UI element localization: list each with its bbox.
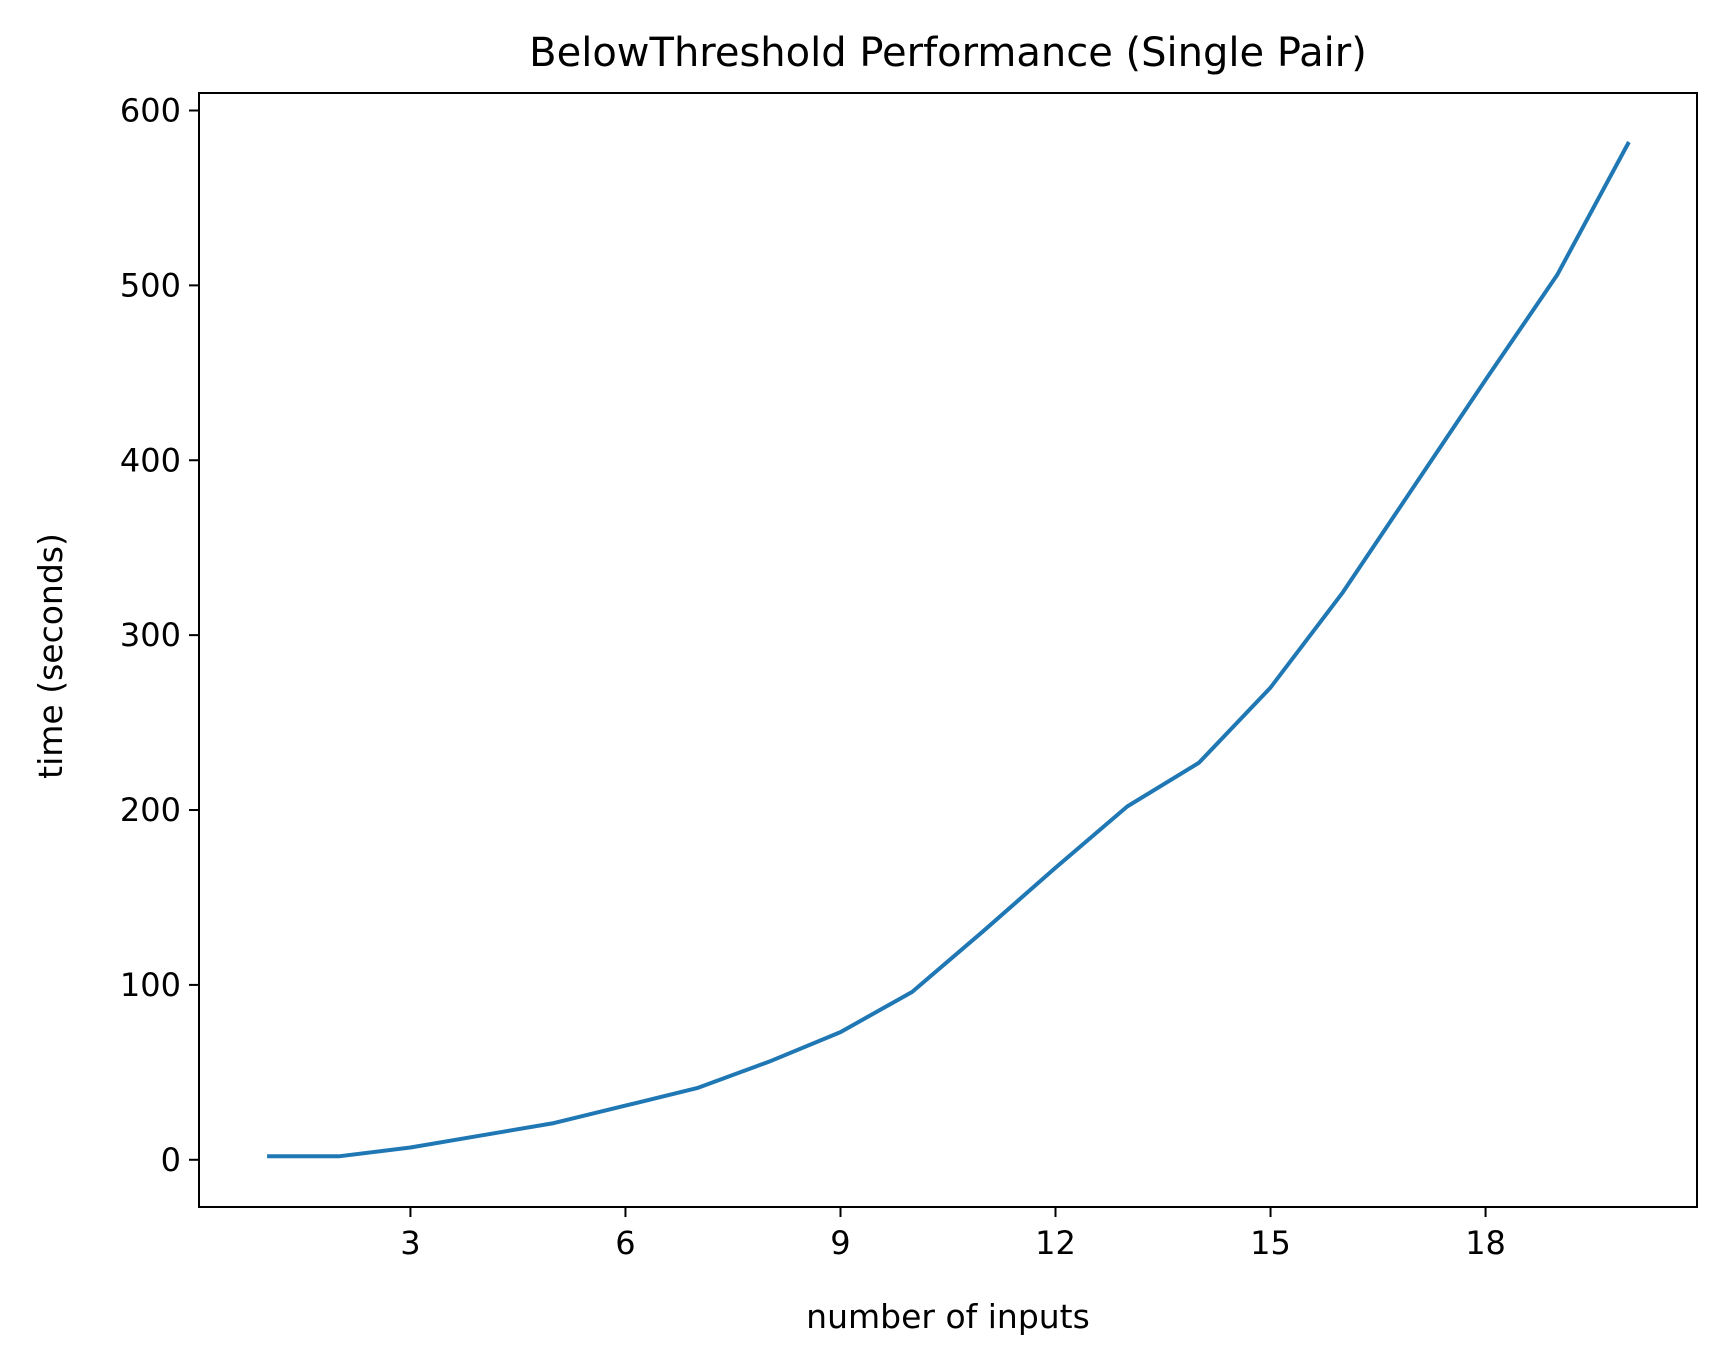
y-tick-label: 100 <box>120 966 181 1004</box>
x-axis-label: number of inputs <box>806 1297 1090 1336</box>
x-tick-label: 12 <box>1035 1224 1076 1262</box>
x-axis: 3 6 9 12 15 18 <box>400 1207 1506 1262</box>
x-tick-label: 15 <box>1250 1224 1291 1262</box>
y-tick-label: 200 <box>120 791 181 829</box>
y-tick-label: 300 <box>120 616 181 654</box>
plot-area <box>267 141 1631 1159</box>
y-tick-label: 400 <box>120 441 181 479</box>
y-tick-label: 500 <box>120 266 181 304</box>
x-tick-label: 18 <box>1465 1224 1506 1262</box>
y-axis: 0 100 200 300 400 500 600 <box>120 91 199 1179</box>
x-tick-label: 3 <box>400 1224 420 1262</box>
series-line <box>267 141 1631 1159</box>
chart-title: BelowThreshold Performance (Single Pair) <box>529 30 1367 76</box>
y-tick-label: 0 <box>161 1141 181 1179</box>
x-tick-label: 6 <box>615 1224 635 1262</box>
plot-frame <box>198 92 1698 1208</box>
y-tick-label: 600 <box>120 91 181 129</box>
y-axis-label: time (seconds) <box>31 533 70 779</box>
x-tick-label: 9 <box>830 1224 850 1262</box>
